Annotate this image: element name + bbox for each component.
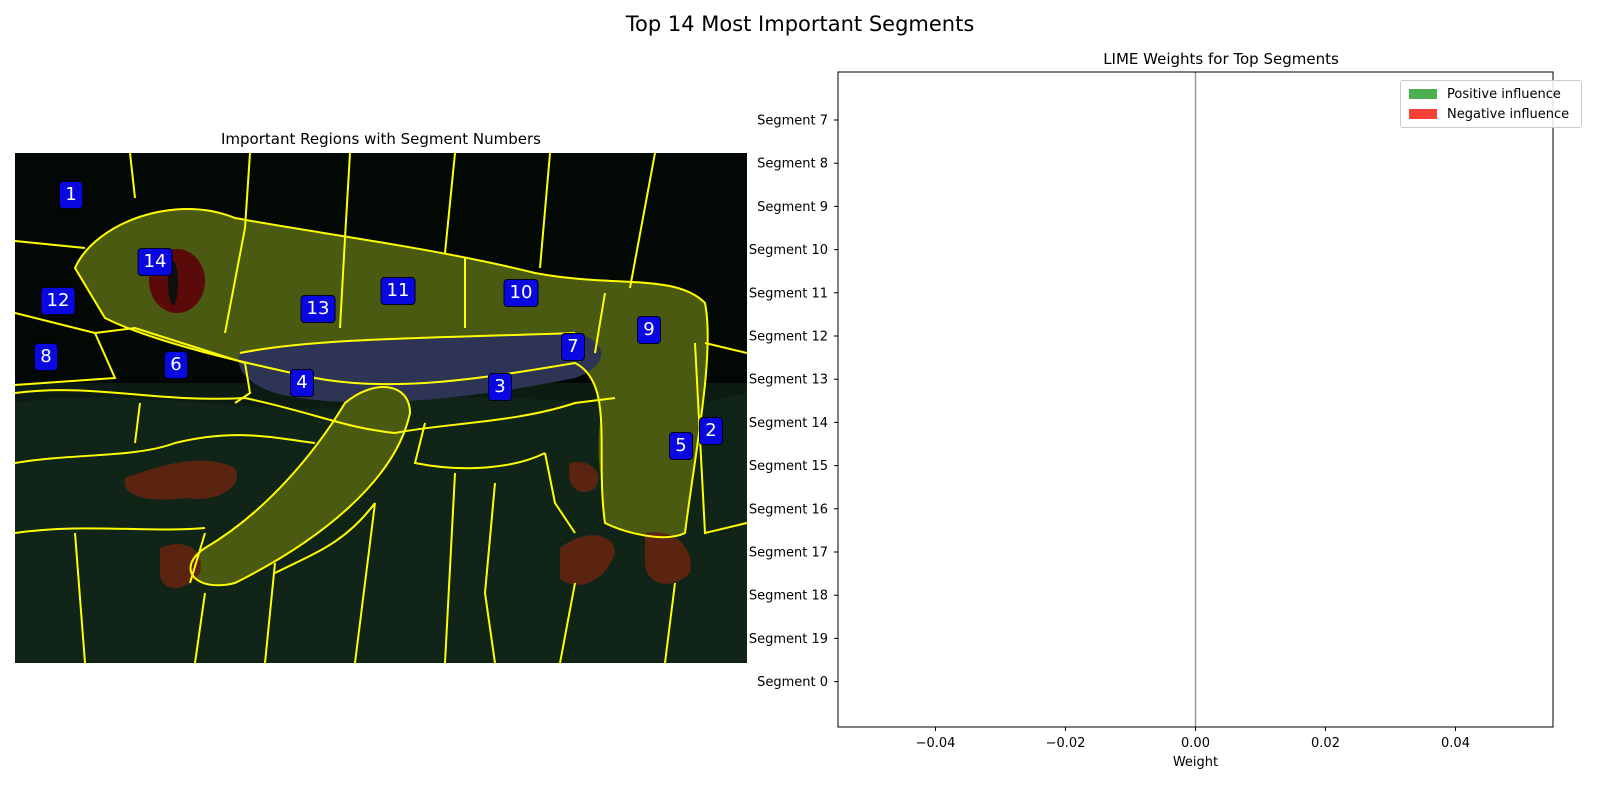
- y-tick-label-9: Segment 16: [749, 502, 828, 517]
- y-tick-label-0: Segment 7: [757, 114, 828, 129]
- x-tick-label-3: 0.02: [1311, 736, 1340, 751]
- segment-label-14: 14: [137, 248, 173, 276]
- bar-chart-title: LIME Weights for Top Segments: [1103, 50, 1339, 68]
- y-tick-label-5: Segment 12: [749, 330, 828, 345]
- segmented-frog-image: 1 2 3 4 5 6 7 8 9 10 11 12 13 14: [15, 153, 747, 663]
- y-tick-label-6: Segment 13: [749, 373, 828, 388]
- segment-label-13: 13: [300, 295, 336, 323]
- legend-label-negative: Negative influence: [1447, 106, 1570, 122]
- y-tick-label-8: Segment 15: [749, 459, 828, 474]
- x-tick-label-1: −0.02: [1046, 736, 1086, 751]
- legend-entry-positive: Positive influence: [1409, 86, 1561, 102]
- segment-label-11: 11: [380, 277, 416, 305]
- y-tick-label-12: Segment 19: [749, 632, 828, 647]
- segment-label-2: 2: [699, 417, 723, 445]
- x-axis-label: Weight: [1173, 755, 1218, 770]
- positive-swatch: [1409, 89, 1437, 99]
- y-tick-label-3: Segment 10: [749, 243, 828, 258]
- y-tick-label-2: Segment 9: [757, 200, 828, 215]
- segment-label-7: 7: [561, 333, 585, 361]
- frog-illustration: [15, 153, 747, 663]
- y-tick-label-4: Segment 11: [749, 286, 828, 301]
- y-tick-label-13: Segment 0: [757, 675, 828, 690]
- segment-label-6: 6: [164, 351, 188, 379]
- segment-label-4: 4: [290, 369, 314, 397]
- x-tick-label-4: 0.04: [1441, 736, 1470, 751]
- image-panel-title: Important Regions with Segment Numbers: [221, 130, 541, 148]
- legend-label-positive: Positive influence: [1447, 86, 1561, 102]
- y-tick-label-1: Segment 8: [757, 157, 828, 172]
- legend-entry-negative: Negative influence: [1409, 106, 1569, 122]
- figure-suptitle: Top 14 Most Important Segments: [625, 12, 975, 36]
- y-tick-label-10: Segment 17: [749, 546, 828, 561]
- segment-label-9: 9: [637, 316, 661, 344]
- lime-weights-bar-chart: Segment 7 Segment 8 Segment 9 Segment 10 Seg…: [749, 71, 1554, 770]
- segment-label-8: 8: [34, 343, 58, 371]
- segment-label-1: 1: [59, 181, 83, 209]
- segment-label-3: 3: [488, 373, 512, 401]
- negative-swatch: [1409, 109, 1437, 119]
- chart-legend: Positive influence Negative influence: [1400, 80, 1582, 128]
- segment-label-5: 5: [669, 432, 693, 460]
- x-tick-label-0: −0.04: [916, 736, 956, 751]
- x-tick-label-2: 0.00: [1181, 736, 1210, 751]
- segment-label-10: 10: [503, 279, 539, 307]
- segment-label-12: 12: [40, 287, 76, 315]
- y-tick-label-11: Segment 18: [749, 589, 828, 604]
- y-tick-label-7: Segment 14: [749, 416, 828, 431]
